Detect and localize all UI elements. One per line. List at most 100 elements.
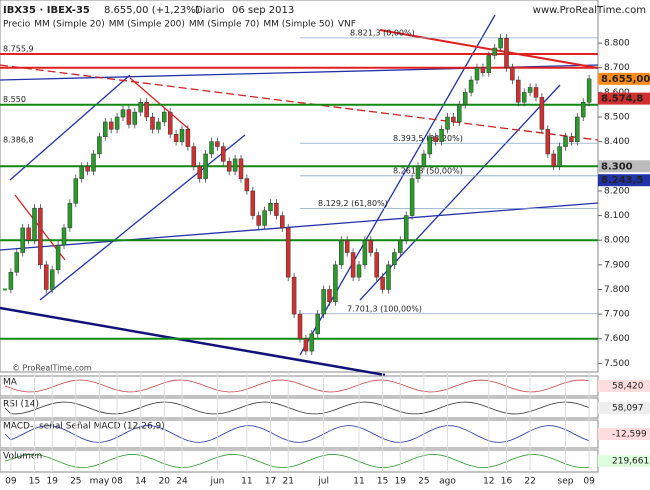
- candle: [451, 116, 456, 123]
- candle: [49, 269, 55, 290]
- candle: [403, 215, 409, 241]
- x-tick-label: 20: [159, 477, 171, 487]
- candle: [492, 47, 497, 56]
- price-label-box: [598, 72, 650, 85]
- candle: [114, 116, 120, 130]
- panel-value-box: [598, 380, 650, 392]
- candle: [333, 264, 338, 303]
- footer: © ProRealTime.com: [12, 364, 92, 373]
- candle: [55, 244, 61, 271]
- candle: [569, 136, 574, 142]
- candle: [415, 166, 421, 179]
- candle: [8, 271, 14, 290]
- candle: [445, 116, 450, 130]
- trend-line: [9, 74, 131, 181]
- candle: [433, 136, 438, 142]
- candle: [280, 215, 285, 229]
- fib-label: 7.701,3 (100,00%): [347, 304, 422, 313]
- level-label: 8.386,8: [3, 135, 34, 144]
- x-tick-label: 22: [524, 477, 535, 487]
- candle: [468, 79, 474, 93]
- candle: [521, 92, 527, 103]
- candle: [226, 161, 232, 172]
- candle: [274, 202, 279, 216]
- candle: [256, 215, 261, 226]
- x-tick-label: 12: [483, 477, 494, 487]
- x-tick-label: 19: [395, 477, 407, 487]
- candle: [244, 178, 250, 192]
- candle: [120, 109, 126, 118]
- fib-label: 8.821,3 (0,00%): [350, 28, 415, 37]
- indicator-line: [4, 454, 590, 469]
- fib-label: 8.261,3 (50,00%): [393, 166, 463, 175]
- price-label: 8.243,5: [601, 175, 643, 186]
- candle: [533, 87, 539, 98]
- candle: [91, 153, 96, 172]
- x-tick-label: 25: [418, 477, 429, 487]
- panel-value: 219,661: [612, 457, 649, 467]
- candle: [262, 210, 267, 226]
- candle: [162, 111, 167, 123]
- candle: [498, 37, 503, 49]
- candle: [20, 227, 25, 253]
- candle: [339, 239, 344, 266]
- x-tick-label: 08: [111, 477, 123, 487]
- fib-label: 8.129,2 (61,80%): [318, 199, 388, 208]
- candle: [486, 55, 492, 73]
- y-tick-label: 7.700: [604, 310, 630, 320]
- candle: [327, 289, 332, 303]
- candle: [44, 264, 49, 290]
- x-tick-label: 15: [29, 477, 40, 487]
- candle: [586, 78, 592, 103]
- candle: [398, 239, 403, 253]
- candle: [516, 79, 521, 103]
- candle: [427, 136, 433, 155]
- indicator-line: [4, 379, 590, 393]
- x-tick-label: jun: [209, 477, 224, 487]
- candle: [557, 146, 562, 167]
- trend-line: [39, 134, 246, 301]
- candle: [185, 129, 191, 147]
- trend-line: [0, 202, 599, 251]
- candle: [563, 136, 568, 147]
- candle: [462, 92, 468, 105]
- candle: [79, 166, 84, 179]
- candle: [527, 87, 533, 93]
- indicator-line: [4, 401, 590, 415]
- y-tick-label: 7.500: [604, 359, 630, 369]
- candle: [580, 101, 586, 118]
- candle: [138, 101, 143, 113]
- candle: [409, 178, 415, 216]
- candle: [350, 252, 356, 278]
- candle: [67, 202, 73, 229]
- y-tick-label: 7.900: [604, 260, 630, 270]
- candle: [309, 333, 315, 352]
- indicator-line: [4, 425, 590, 443]
- candle: [191, 146, 197, 167]
- candle: [108, 121, 114, 130]
- y-tick-label: 8.200: [604, 186, 630, 196]
- candle: [321, 289, 326, 315]
- panel-value: -12,599: [612, 430, 647, 440]
- candle: [61, 227, 67, 246]
- panel-value-box: [598, 455, 650, 467]
- price-label-box: [598, 174, 650, 187]
- candle: [132, 111, 138, 125]
- x-tick-label: 24: [176, 477, 188, 487]
- price-label-box: [598, 160, 650, 173]
- candle: [386, 264, 391, 290]
- y-tick-label: 8.000: [604, 236, 630, 246]
- panel-value-box: [598, 402, 650, 414]
- x-tick-label: ago: [439, 477, 456, 487]
- candle: [539, 97, 545, 130]
- x-tick-label: 15: [377, 477, 388, 487]
- x-tick-label: 25: [70, 477, 81, 487]
- candle: [97, 136, 102, 155]
- y-tick-label: 8.500: [604, 113, 630, 123]
- candle: [209, 141, 214, 155]
- candle: [150, 116, 155, 130]
- x-tick-label: 21: [282, 477, 293, 487]
- price-label: 8.574,8: [601, 94, 643, 105]
- x-tick-label: 19: [46, 477, 58, 487]
